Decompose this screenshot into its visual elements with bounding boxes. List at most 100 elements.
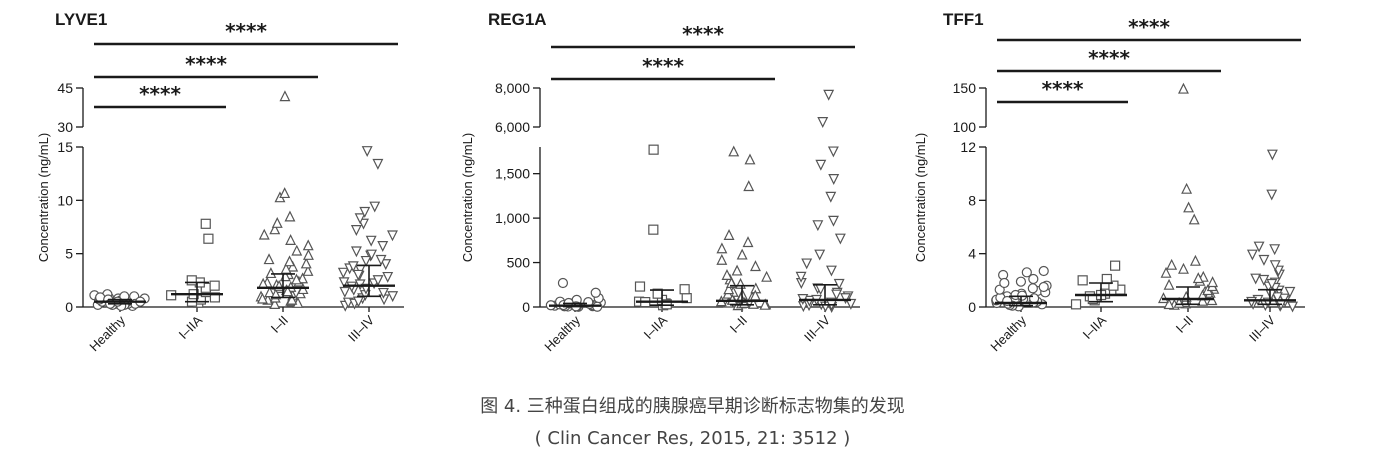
data-point bbox=[377, 287, 389, 299]
data-point bbox=[282, 285, 294, 297]
data-point bbox=[209, 292, 221, 303]
data-point bbox=[1110, 260, 1121, 271]
data-point bbox=[350, 225, 362, 236]
y-tick-label: 500 bbox=[507, 255, 531, 271]
data-point bbox=[728, 145, 740, 157]
data-point bbox=[1178, 262, 1189, 274]
significance-label: **** bbox=[139, 82, 181, 106]
y-tick-label: 4 bbox=[968, 246, 976, 262]
data-point bbox=[716, 242, 728, 254]
x-tick-label: I–II bbox=[727, 313, 750, 336]
data-point bbox=[302, 239, 314, 251]
data-point bbox=[1246, 249, 1258, 261]
y-tick-label: 8,000 bbox=[495, 80, 530, 96]
data-point bbox=[1028, 273, 1039, 285]
data-point bbox=[361, 146, 373, 158]
data-point bbox=[279, 90, 291, 102]
data-point bbox=[369, 201, 381, 213]
data-point bbox=[840, 293, 852, 305]
data-point bbox=[337, 267, 349, 279]
data-point bbox=[203, 233, 214, 244]
data-point bbox=[350, 246, 362, 258]
y-tick-label: 0 bbox=[968, 299, 976, 315]
data-point bbox=[812, 220, 824, 232]
data-point bbox=[366, 249, 378, 261]
x-tick-label: Healthy bbox=[86, 312, 128, 354]
data-point bbox=[735, 277, 746, 289]
data-point bbox=[1181, 182, 1193, 194]
data-point bbox=[815, 159, 827, 171]
data-point bbox=[721, 269, 733, 280]
data-point bbox=[290, 273, 302, 285]
data-point bbox=[823, 89, 835, 101]
data-point bbox=[352, 269, 364, 281]
data-point bbox=[209, 280, 220, 291]
y-tick-label: 1,000 bbox=[495, 210, 530, 226]
data-point bbox=[747, 297, 759, 309]
data-point bbox=[828, 215, 839, 227]
y-tick-label: 45 bbox=[57, 80, 73, 96]
data-point bbox=[360, 255, 372, 267]
data-point bbox=[1250, 273, 1262, 285]
x-tick-label: I–IIA bbox=[641, 312, 671, 342]
data-point bbox=[200, 218, 211, 229]
chart-title: LYVE1 bbox=[55, 10, 107, 29]
significance-label: **** bbox=[225, 19, 267, 43]
data-point bbox=[827, 146, 839, 158]
data-point bbox=[300, 257, 312, 269]
data-point bbox=[372, 275, 384, 287]
y-tick-label: 0 bbox=[522, 299, 530, 315]
data-point bbox=[285, 234, 297, 245]
data-point bbox=[1284, 286, 1296, 298]
data-point bbox=[1192, 272, 1204, 284]
x-tick-label: I–II bbox=[268, 313, 291, 336]
data-point bbox=[999, 277, 1010, 289]
data-point bbox=[302, 248, 314, 260]
data-point bbox=[287, 260, 299, 272]
x-tick-label: III–IV bbox=[345, 312, 377, 344]
data-point bbox=[795, 271, 807, 283]
data-point bbox=[1166, 258, 1178, 270]
data-point bbox=[286, 293, 298, 305]
data-point bbox=[302, 264, 314, 276]
data-point bbox=[387, 291, 399, 303]
data-point bbox=[1101, 273, 1112, 285]
data-point bbox=[557, 277, 569, 289]
data-point bbox=[263, 253, 275, 265]
data-point bbox=[743, 180, 755, 192]
data-point bbox=[1189, 254, 1201, 266]
data-point bbox=[1271, 292, 1283, 304]
figure-citation: ( Clin Cancer Res, 2015, 21: 3512 ) bbox=[534, 428, 851, 449]
data-point bbox=[814, 249, 826, 261]
data-point bbox=[1197, 294, 1209, 306]
data-point bbox=[1269, 244, 1281, 256]
data-point bbox=[831, 289, 843, 301]
data-point bbox=[291, 244, 303, 256]
y-tick-label: 0 bbox=[65, 299, 73, 315]
y-tick-label: 10 bbox=[57, 192, 73, 208]
significance-label: **** bbox=[185, 52, 227, 76]
chart-panel-lyve1: LYVE1 Concentration (ng/mL) 0 5 10 15 30 45 Heal… bbox=[36, 10, 404, 354]
y-axis-label: Concentration (ng/mL) bbox=[460, 133, 475, 262]
data-point bbox=[825, 265, 837, 277]
data-point bbox=[339, 286, 351, 298]
data-point bbox=[265, 267, 277, 279]
data-point bbox=[1163, 298, 1175, 310]
y-axis-label: Concentration (ng/mL) bbox=[36, 133, 51, 262]
data-point bbox=[742, 236, 754, 248]
data-point bbox=[1207, 276, 1219, 288]
data-point bbox=[354, 213, 366, 225]
x-tick-label: III–IV bbox=[1246, 312, 1278, 344]
data-point bbox=[1266, 149, 1278, 161]
data-point bbox=[761, 270, 773, 282]
data-point bbox=[749, 260, 761, 272]
data-point bbox=[258, 228, 270, 240]
data-point bbox=[271, 216, 283, 228]
data-point bbox=[270, 288, 282, 300]
data-point bbox=[256, 292, 268, 304]
data-point bbox=[1258, 254, 1270, 266]
data-point bbox=[1183, 201, 1195, 213]
data-point bbox=[375, 254, 387, 266]
data-point bbox=[382, 271, 394, 283]
data-point bbox=[1266, 189, 1278, 201]
